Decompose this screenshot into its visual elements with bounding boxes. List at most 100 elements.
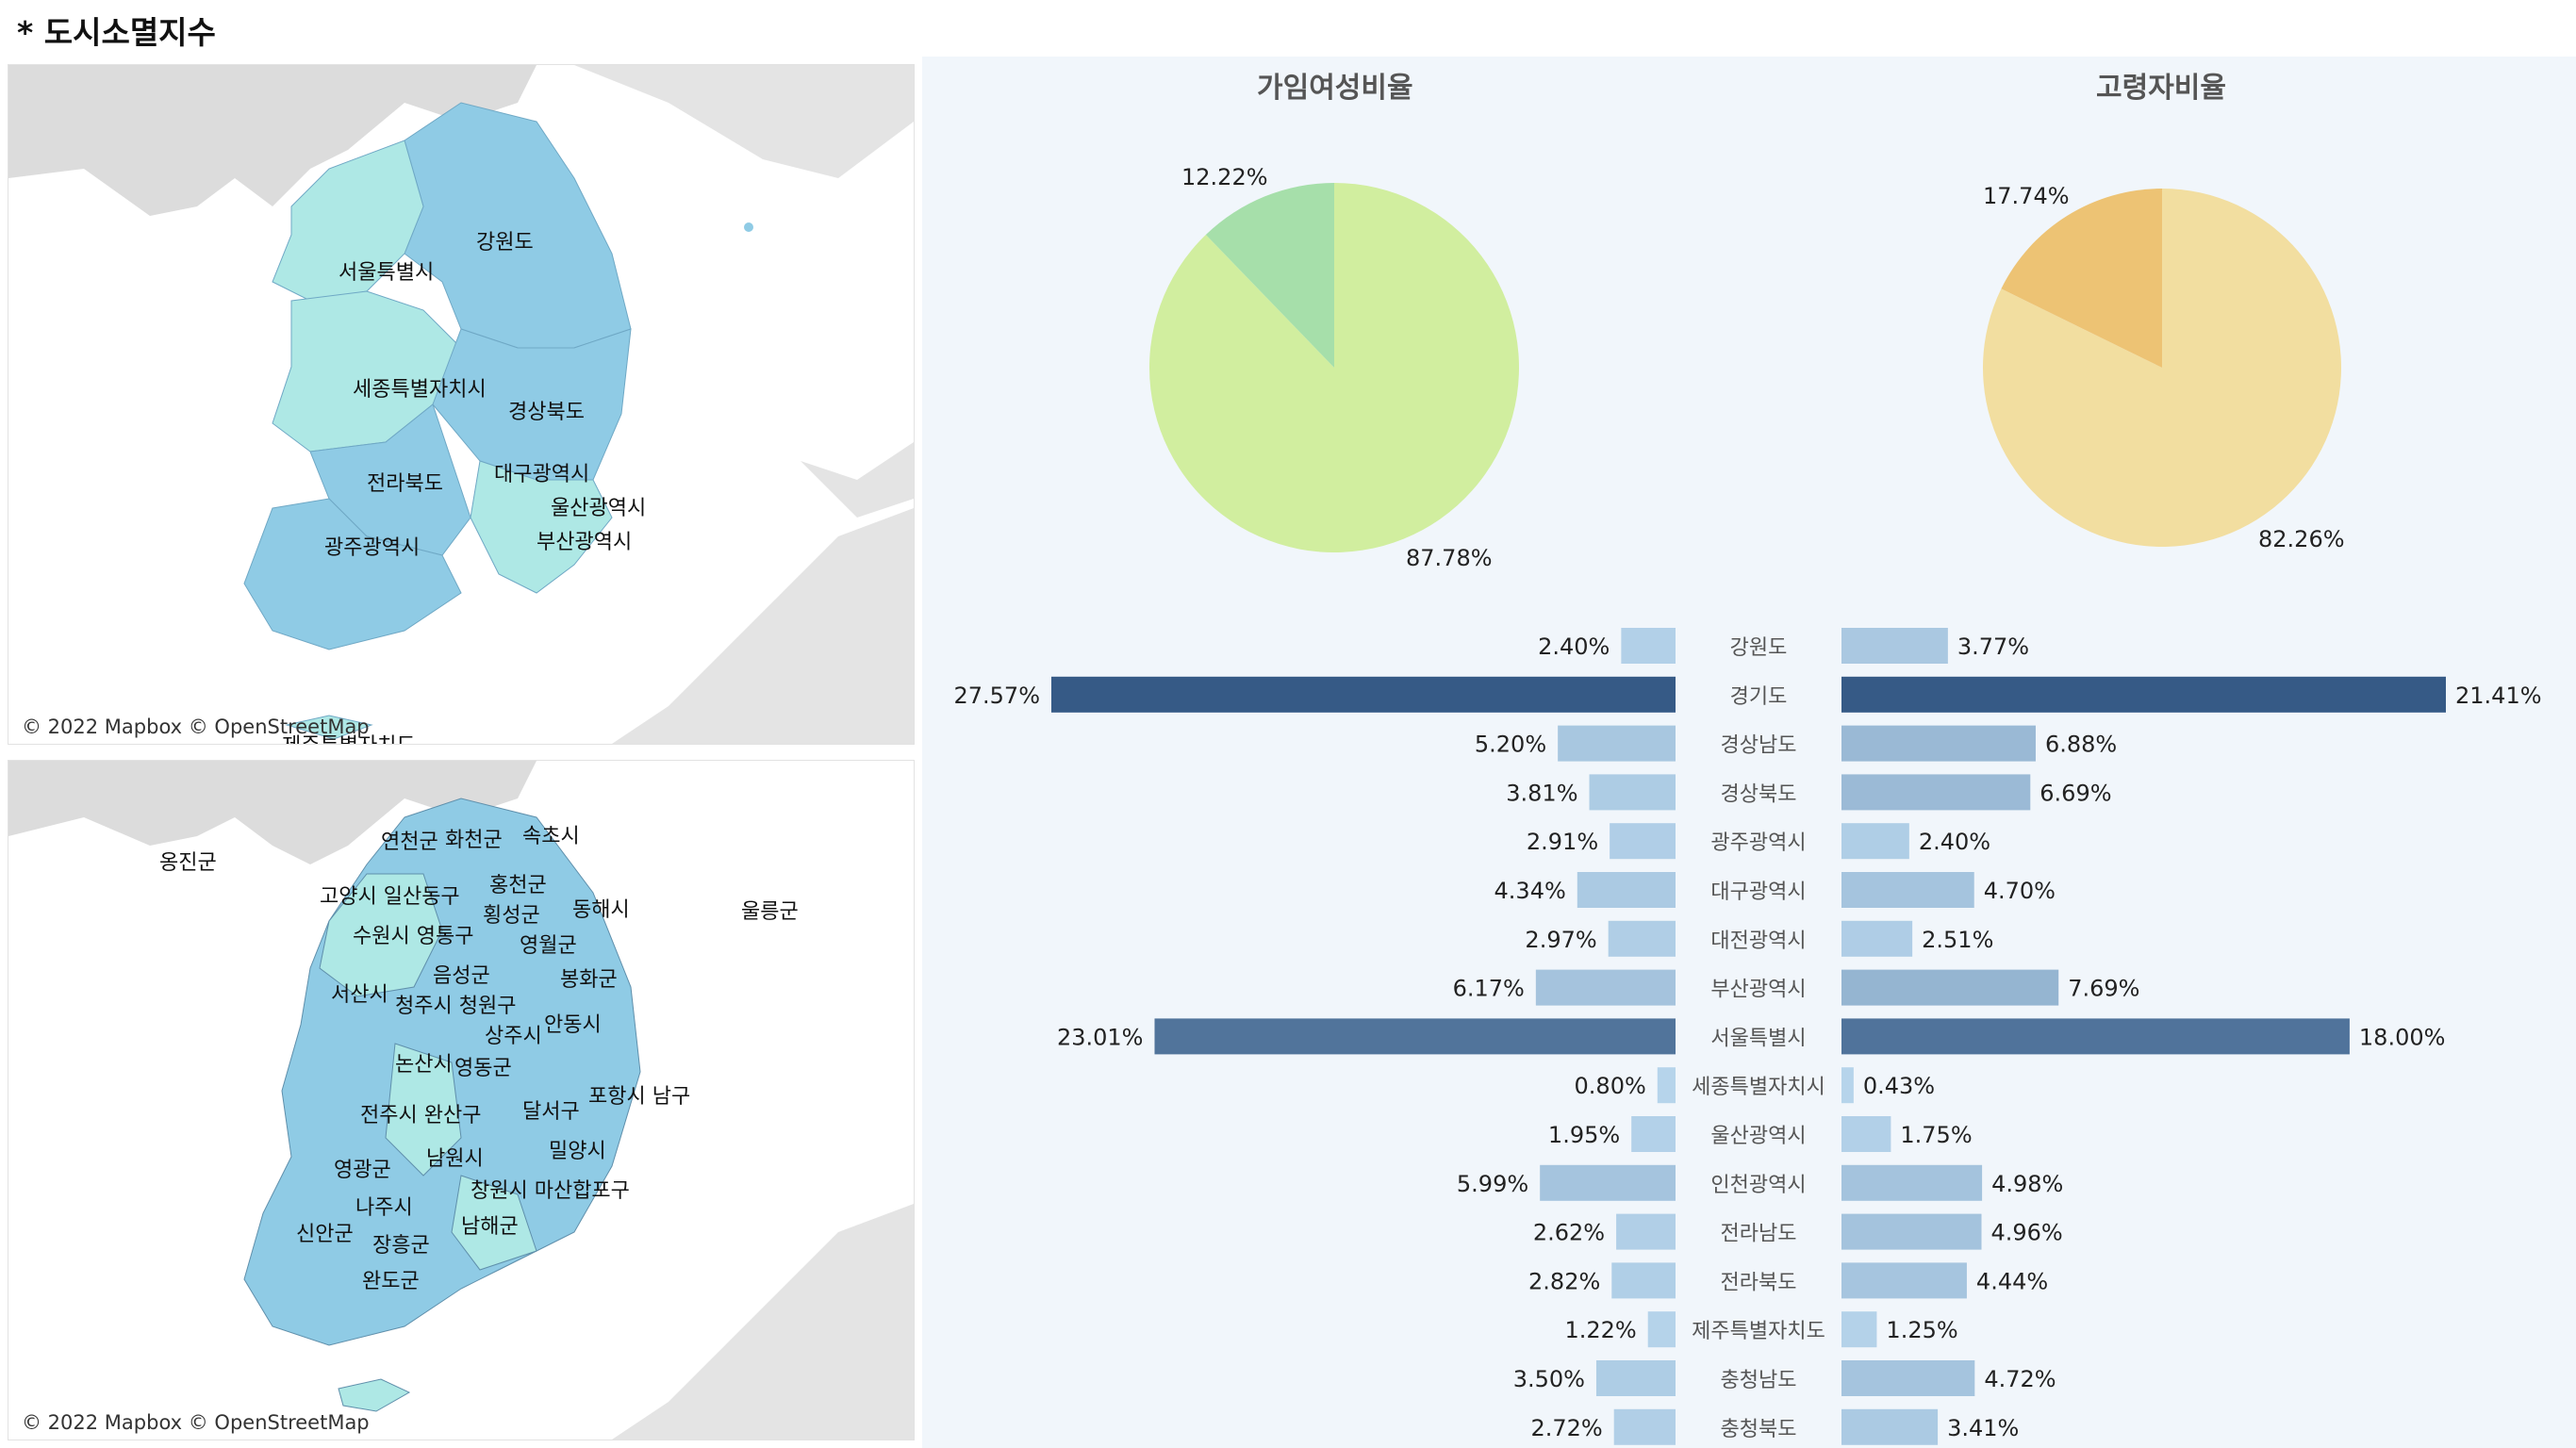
bar-right-label-1: 21.41% — [2455, 683, 2542, 709]
bar-right-4[interactable] — [1841, 823, 1909, 860]
bar-left-8[interactable] — [1154, 1018, 1676, 1055]
municipality-label-0: 연천군 — [381, 831, 438, 854]
gyeongnam-region[interactable] — [470, 460, 613, 594]
bar-right-11[interactable] — [1841, 1164, 1983, 1201]
bar-left-6[interactable] — [1608, 920, 1676, 957]
bar-left-14[interactable] — [1647, 1311, 1676, 1348]
jeonnam-region[interactable] — [243, 498, 462, 650]
municipality-label-26: 창원시 마산합포구 — [471, 1179, 630, 1203]
province-label-8: 부산광역시 — [537, 531, 633, 554]
municipality-label-8: 울릉군 — [741, 900, 799, 924]
bar-left-5[interactable] — [1577, 872, 1676, 908]
province-label-1: 서울특별시 — [339, 261, 435, 285]
bar-right-7[interactable] — [1841, 969, 2059, 1006]
southern-municipalities[interactable] — [451, 1175, 537, 1271]
bar-left-11[interactable] — [1540, 1164, 1676, 1201]
municipality-label-10: 영월군 — [520, 934, 577, 958]
bar-right-16[interactable] — [1841, 1408, 1939, 1445]
jeju-municipalities[interactable] — [338, 1378, 411, 1412]
bar-left-13[interactable] — [1611, 1262, 1676, 1299]
bar-left-15[interactable] — [1595, 1360, 1676, 1396]
pie-elderly-large-label: 82.26% — [2258, 526, 2345, 552]
bar-right-2[interactable] — [1841, 725, 2036, 762]
category-label-0: 강원도 — [1730, 636, 1788, 660]
municipality-label-3: 옹진군 — [159, 851, 217, 875]
bar-left-2[interactable] — [1558, 725, 1676, 762]
bar-left-3[interactable] — [1589, 774, 1676, 811]
province-label-7: 광주광역시 — [324, 536, 421, 560]
gyeonggi-region[interactable] — [272, 140, 424, 302]
municipality-label-25: 나주시 — [355, 1196, 413, 1220]
municipality-label-28: 남해군 — [461, 1215, 519, 1239]
bar-right-1[interactable] — [1841, 676, 2446, 713]
bar-left-9[interactable] — [1657, 1067, 1676, 1104]
province-map-canvas[interactable] — [8, 65, 914, 744]
bar-right-label-12: 4.96% — [1990, 1220, 2062, 1246]
category-label-10: 울산광역시 — [1710, 1125, 1806, 1148]
bar-right-15[interactable] — [1841, 1360, 1975, 1396]
bar-right-3[interactable] — [1841, 774, 2031, 811]
municipality-label-29: 장흥군 — [372, 1234, 430, 1258]
bar-right-5[interactable] — [1841, 872, 1974, 908]
municipality-label-23: 남원시 — [426, 1147, 484, 1171]
bar-left-12[interactable] — [1616, 1213, 1676, 1250]
province-label-3: 경상북도 — [508, 401, 585, 424]
bar-right-0[interactable] — [1841, 628, 1948, 664]
pie-slice-small-1[interactable] — [2001, 189, 2162, 368]
pie-charts[interactable] — [0, 0, 2576, 603]
bar-left-10[interactable] — [1631, 1116, 1676, 1152]
map-attribution[interactable]: © 2022 Mapbox © OpenStreetMap — [22, 716, 370, 738]
bar-left-label-3: 3.81% — [1506, 780, 1577, 806]
bar-left-4[interactable] — [1610, 823, 1676, 860]
municipality-label-2: 속초시 — [522, 825, 580, 848]
pie-slice-small-0[interactable] — [1205, 183, 1334, 368]
bar-right-13[interactable] — [1841, 1262, 1967, 1299]
province-map[interactable]: © 2022 Mapbox © OpenStreetMap 강원도 서울특별시 세종… — [8, 64, 915, 745]
municipality-label-9: 수원시 영통구 — [353, 925, 474, 948]
bar-right-10[interactable] — [1841, 1116, 1891, 1152]
municipality-label-15: 안동시 — [544, 1013, 602, 1037]
japan-landmass — [612, 1204, 914, 1440]
bar-right-14[interactable] — [1841, 1311, 1877, 1348]
category-label-6: 대전광역시 — [1710, 930, 1806, 953]
pie-title-elderly: 고령자비율 — [2096, 72, 2226, 105]
bar-left-7[interactable] — [1535, 969, 1676, 1006]
municipality-map-canvas[interactable] — [8, 761, 914, 1440]
bar-right-label-15: 4.72% — [1984, 1366, 2056, 1392]
pie-title-women: 가임여성비율 — [1257, 72, 1413, 105]
category-label-16: 충청북도 — [1721, 1418, 1797, 1441]
bar-left-1[interactable] — [1051, 676, 1676, 713]
bar-left-label-1: 27.57% — [953, 683, 1040, 709]
category-label-7: 부산광역시 — [1710, 979, 1806, 1002]
bar-right-8[interactable] — [1841, 1018, 2350, 1055]
bar-right-12[interactable] — [1841, 1213, 1982, 1250]
municipality-label-20: 전주시 완산구 — [360, 1104, 482, 1127]
bar-left-label-4: 2.91% — [1527, 829, 1598, 855]
bar-left-label-6: 2.97% — [1525, 927, 1596, 953]
japan-landmass — [612, 508, 914, 744]
bar-left-16[interactable] — [1613, 1408, 1676, 1445]
bar-right-6[interactable] — [1841, 920, 1913, 957]
pie-women-large-label: 87.78% — [1406, 545, 1493, 571]
pie-women-small-label: 12.22% — [1181, 164, 1268, 190]
bar-left-0[interactable] — [1621, 628, 1676, 664]
central-municipalities[interactable] — [385, 1043, 462, 1176]
capital-area-municipalities[interactable] — [319, 873, 443, 997]
gyeongbuk-region[interactable] — [432, 328, 632, 481]
category-label-9: 세종특별자치시 — [1692, 1076, 1825, 1099]
bar-right-label-8: 18.00% — [2359, 1024, 2446, 1050]
municipality-map[interactable]: © 2022 Mapbox © OpenStreetMap 연천군 화천군 속초시 옹… — [8, 760, 915, 1440]
municipality-label-22: 영광군 — [334, 1159, 391, 1182]
bar-right-9[interactable] — [1841, 1067, 1854, 1104]
map-attribution[interactable]: © 2022 Mapbox © OpenStreetMap — [22, 1411, 370, 1434]
municipality-label-13: 서산시 — [331, 983, 388, 1007]
bar-left-label-0: 2.40% — [1538, 634, 1610, 660]
category-label-5: 대구광역시 — [1710, 880, 1806, 904]
category-label-2: 경상남도 — [1721, 734, 1797, 758]
jeju-region[interactable] — [285, 715, 373, 740]
category-label-15: 충청남도 — [1721, 1369, 1797, 1392]
bar-right-label-11: 4.98% — [1991, 1171, 2063, 1197]
bar-left-label-7: 6.17% — [1453, 976, 1525, 1002]
municipality-label-5: 홍천군 — [489, 874, 547, 897]
